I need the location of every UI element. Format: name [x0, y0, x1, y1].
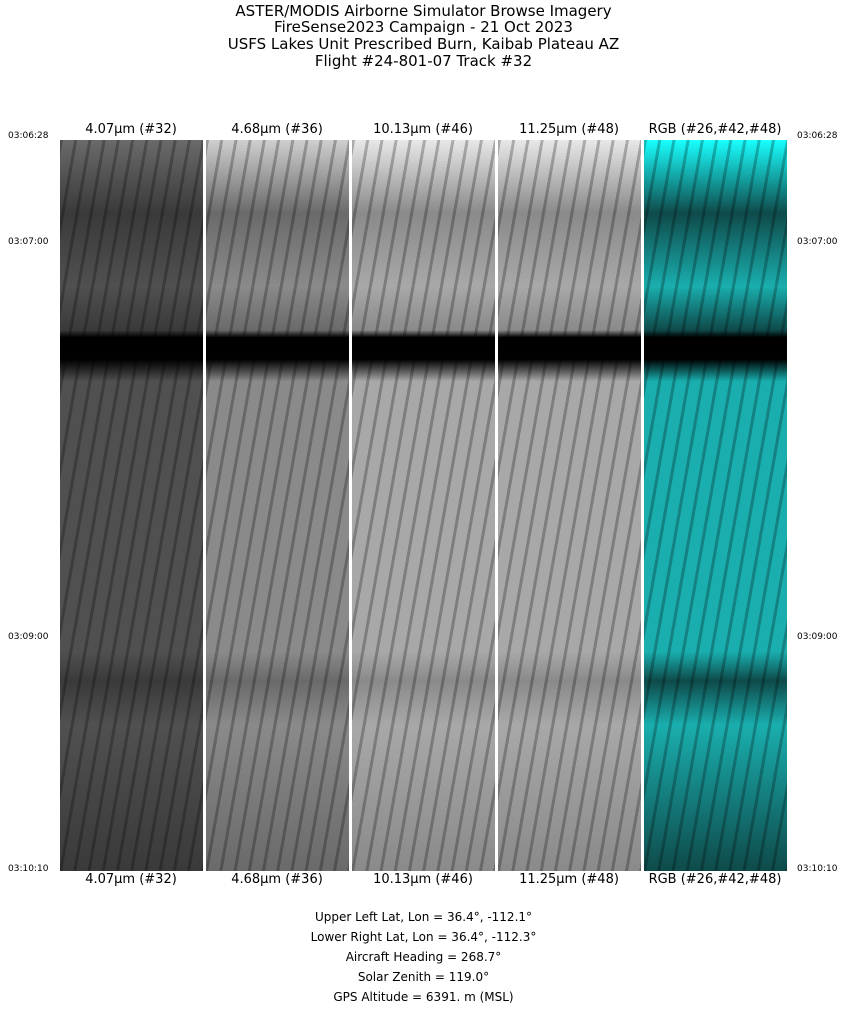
- time-tick-right-start: 03:06:28: [797, 131, 838, 141]
- panel-label-top: 11.25µm (#48): [519, 122, 619, 137]
- time-tick-left-0700: 03:07:00: [8, 237, 49, 247]
- time-tick-right-end: 03:10:10: [797, 864, 838, 874]
- panel-label-bottom: 4.07µm (#32): [85, 872, 177, 887]
- time-tick-left-start: 03:06:28: [8, 131, 49, 141]
- panel-label-bottom: 10.13µm (#46): [373, 872, 473, 887]
- image-panel: [352, 140, 495, 871]
- panel-label-bottom: 11.25µm (#48): [519, 872, 619, 887]
- time-tick-left-end: 03:10:10: [8, 864, 49, 874]
- title-line-4: Flight #24-801-07 Track #32: [314, 52, 533, 70]
- title-line-3: USFS Lakes Unit Prescribed Burn, Kaibab …: [227, 35, 620, 53]
- image-panel: [206, 140, 349, 871]
- panel-label-bottom: 4.68µm (#36): [231, 872, 323, 887]
- aircraft-heading: Aircraft Heading = 268.7°: [345, 950, 502, 964]
- panel-label-bottom: RGB (#26,#42,#48): [648, 872, 782, 887]
- time-tick-right-0900: 03:09:00: [797, 632, 838, 642]
- image-panel: [644, 140, 787, 871]
- title-line-2: FireSense2023 Campaign - 21 Oct 2023: [274, 18, 573, 36]
- time-tick-right-0700: 03:07:00: [797, 237, 838, 247]
- title-line-1: ASTER/MODIS Airborne Simulator Browse Im…: [235, 2, 612, 20]
- upper-left-latlon: Upper Left Lat, Lon = 36.4°, -112.1°: [314, 910, 533, 924]
- image-panel: [60, 140, 203, 871]
- panel-label-top: 4.07µm (#32): [85, 122, 177, 137]
- panel-label-top: RGB (#26,#42,#48): [648, 122, 782, 137]
- image-panel: [498, 140, 641, 871]
- panel-label-top: 10.13µm (#46): [373, 122, 473, 137]
- gps-altitude: GPS Altitude = 6391. m (MSL): [333, 990, 514, 1004]
- panel-label-top: 4.68µm (#36): [231, 122, 323, 137]
- solar-zenith: Solar Zenith = 119.0°: [357, 970, 490, 984]
- time-tick-left-0900: 03:09:00: [8, 632, 49, 642]
- lower-right-latlon: Lower Right Lat, Lon = 36.4°, -112.3°: [310, 930, 537, 944]
